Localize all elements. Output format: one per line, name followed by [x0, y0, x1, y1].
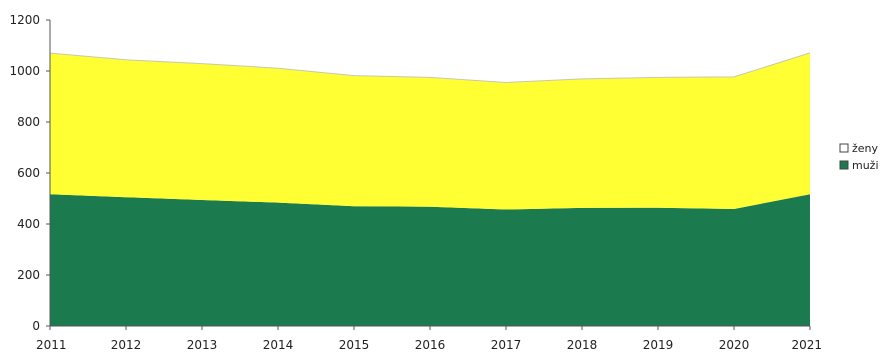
x-tick-labels: 2011 2012 2013 2014 2015 2016 2017 2018 2019 2020…: [36, 326, 822, 352]
legend: ženy muži: [839, 142, 879, 172]
y-tick-label: 200: [17, 268, 40, 282]
x-tick-label: 2018: [567, 338, 598, 352]
area-series-muzi: [50, 194, 810, 326]
y-tick-label: 1200: [9, 13, 40, 27]
legend-swatch-zeny: [839, 143, 849, 153]
y-tick-label: 1000: [9, 64, 40, 78]
x-tick-label: 2015: [339, 338, 370, 352]
y-tick-labels: 0 200 400 600 800 1000 1200: [9, 13, 50, 333]
x-tick-label: 2016: [415, 338, 446, 352]
y-tick-label: 800: [17, 115, 40, 129]
legend-label-muzi: muži: [852, 159, 879, 172]
x-tick-label: 2020: [719, 338, 750, 352]
y-tick-label: 600: [17, 166, 40, 180]
y-tick-label: 400: [17, 217, 40, 231]
x-tick-label: 2017: [491, 338, 522, 352]
total-outline: [49, 52, 811, 84]
x-tick-label: 2011: [36, 338, 67, 352]
x-tick-label: 2019: [643, 338, 674, 352]
x-tick-label: 2013: [187, 338, 218, 352]
areas-layer: [49, 52, 811, 326]
legend-swatch-muzi: [839, 160, 849, 170]
area-series-zeny: [50, 52, 810, 210]
x-tick-label: 2021: [791, 338, 822, 352]
y-tick-label: 0: [32, 319, 40, 333]
x-tick-label: 2012: [111, 338, 142, 352]
legend-label-zeny: ženy: [852, 142, 879, 155]
x-tick-label: 2014: [263, 338, 294, 352]
